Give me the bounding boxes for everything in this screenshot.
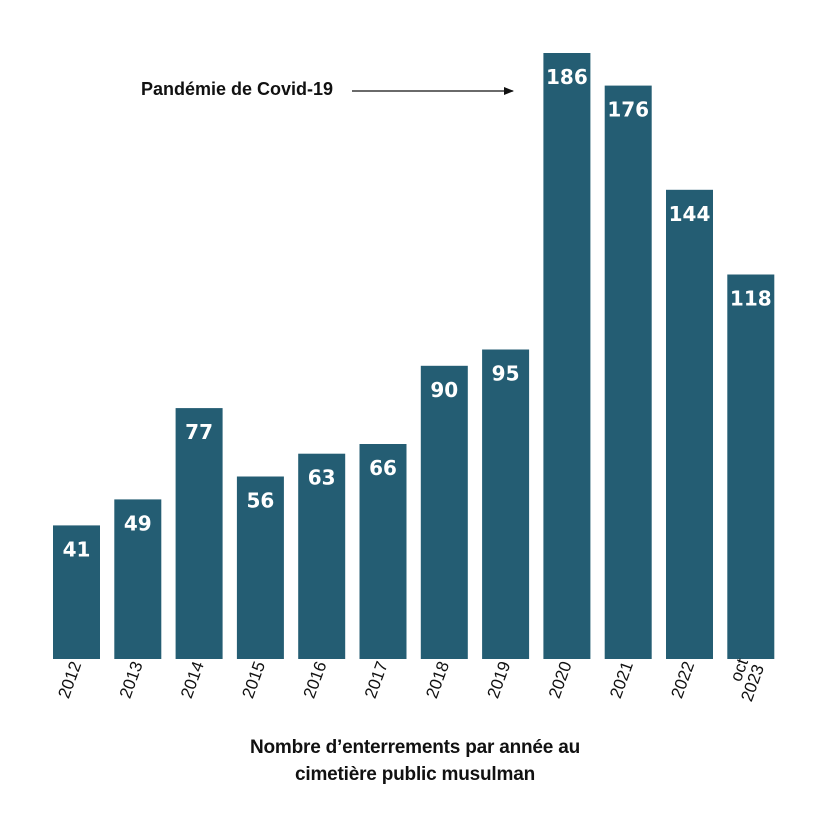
x-tick-label: 2021 [606, 659, 637, 701]
bar-value-label: 49 [124, 511, 152, 535]
bar-2016 [298, 453, 346, 659]
bar-2017 [359, 444, 407, 659]
x-tick-label: 2012 [54, 659, 85, 701]
bar-value-label: 77 [185, 420, 213, 444]
bar-2019 [482, 349, 530, 659]
bar-oct-2023 [727, 274, 775, 659]
bar-value-label: 144 [669, 202, 711, 226]
bar-value-label: 63 [308, 466, 336, 490]
bar-2020 [543, 53, 591, 659]
x-tick-label: 2019 [484, 659, 515, 701]
annotation: Pandémie de Covid-19 [141, 79, 514, 99]
bar-value-label: 41 [63, 537, 91, 561]
bar-value-label: 186 [546, 65, 588, 89]
bar-2018 [420, 365, 468, 659]
bar-2022 [666, 189, 713, 660]
bar-value-label: 66 [369, 456, 397, 480]
bar-2014 [175, 408, 223, 659]
bar-value-label: 56 [246, 489, 274, 513]
chart-caption-line-2: cimetière public musulman [295, 764, 535, 785]
x-tick-label: 2018 [422, 659, 453, 701]
chart-caption-line-1: Nombre d’enterrements par année au [249, 737, 581, 758]
x-tick-label: oct2023 [721, 656, 768, 704]
bars-group: 41 49 77 56 63 66 90 95 186 176 144 118 [53, 53, 775, 660]
x-tick-label: 2022 [667, 659, 698, 701]
bar-value-label: 176 [607, 98, 649, 122]
bar-value-label: 118 [730, 287, 772, 311]
annotation-label: Pandémie de Covid-19 [141, 79, 333, 99]
bar-value-label: 90 [430, 378, 458, 402]
x-tick-label: 2016 [300, 659, 331, 701]
x-tick-label: 2017 [361, 659, 392, 701]
bar-2015 [236, 476, 284, 659]
x-tick-label: 2020 [545, 659, 576, 701]
bar-2012 [53, 525, 100, 659]
x-tick-label: 2015 [238, 659, 269, 701]
bar-value-label: 95 [492, 362, 520, 386]
bar-2013 [114, 499, 162, 659]
bar-2021 [604, 85, 652, 660]
x-tick-label: 2014 [177, 659, 208, 701]
x-axis-ticks: 2012 2013 2014 2015 2016 2017 2018 2019 2020 2021… [54, 656, 768, 704]
x-tick-label: 2013 [116, 659, 147, 701]
